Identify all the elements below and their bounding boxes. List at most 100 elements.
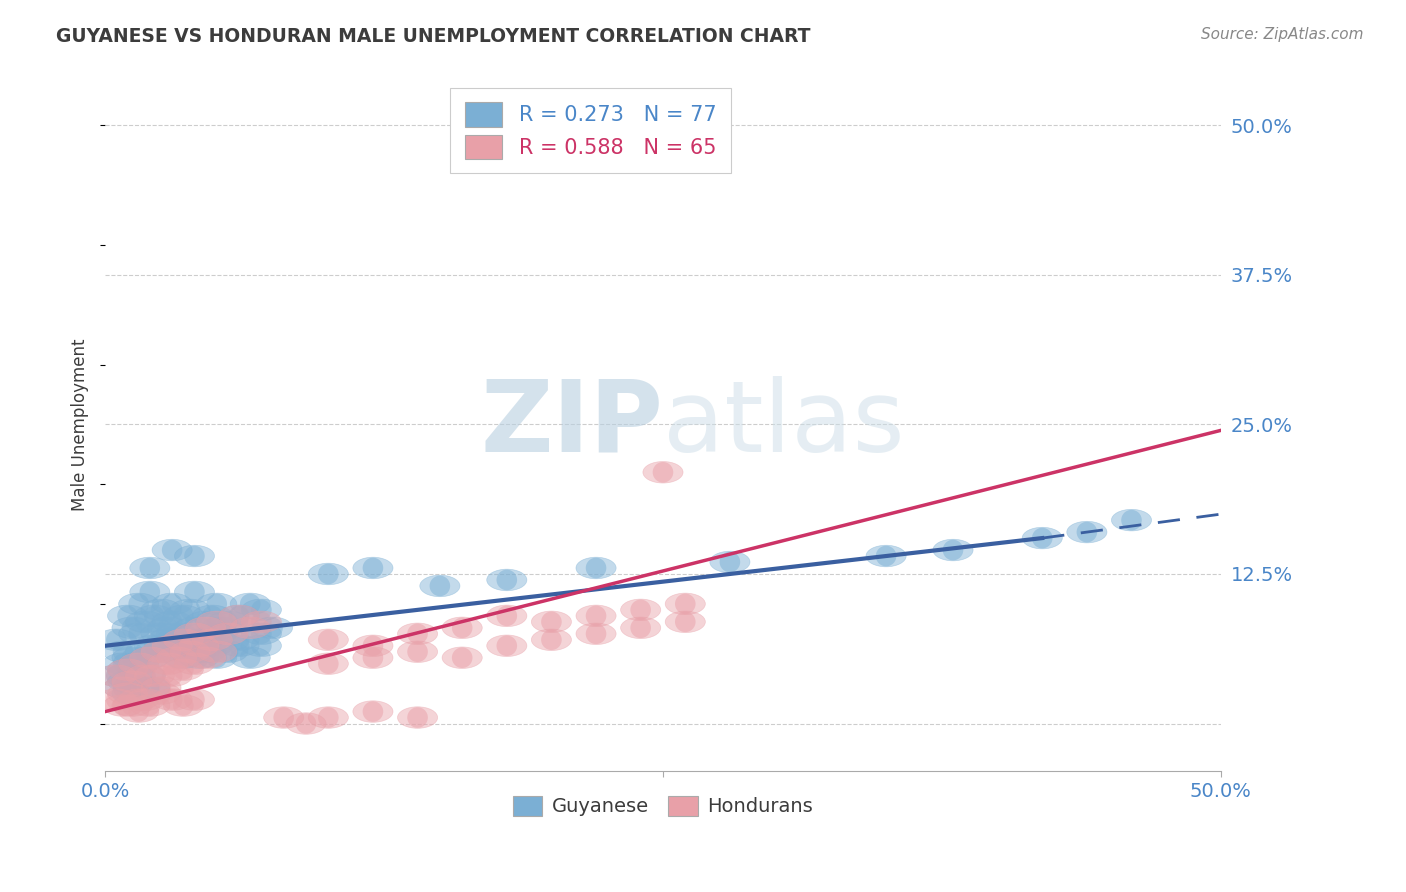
Ellipse shape xyxy=(141,641,181,663)
Text: atlas: atlas xyxy=(664,376,904,473)
Ellipse shape xyxy=(103,677,143,698)
Ellipse shape xyxy=(1022,527,1063,549)
Point xyxy=(205,615,228,629)
Point xyxy=(121,687,143,701)
Point xyxy=(585,561,607,575)
Ellipse shape xyxy=(197,593,236,615)
Point xyxy=(187,639,209,653)
Point xyxy=(117,663,139,677)
Ellipse shape xyxy=(134,635,174,657)
Ellipse shape xyxy=(398,641,437,663)
Ellipse shape xyxy=(197,623,236,645)
Point xyxy=(495,573,517,587)
Ellipse shape xyxy=(152,635,193,657)
Ellipse shape xyxy=(152,593,193,615)
Ellipse shape xyxy=(125,665,166,687)
Point xyxy=(139,681,162,695)
Point xyxy=(160,597,183,611)
Ellipse shape xyxy=(201,617,242,639)
Point xyxy=(361,561,384,575)
Point xyxy=(250,627,273,641)
Point xyxy=(150,645,173,659)
Ellipse shape xyxy=(231,593,270,615)
Ellipse shape xyxy=(174,617,215,639)
Point xyxy=(250,639,273,653)
Point xyxy=(150,627,173,641)
Ellipse shape xyxy=(620,599,661,621)
Point xyxy=(361,639,384,653)
Point xyxy=(183,657,205,671)
Ellipse shape xyxy=(308,653,349,674)
Point xyxy=(121,698,143,713)
Ellipse shape xyxy=(148,629,188,650)
Ellipse shape xyxy=(125,641,166,663)
Point xyxy=(134,615,156,629)
Ellipse shape xyxy=(179,647,219,668)
Point xyxy=(112,698,135,713)
Ellipse shape xyxy=(174,635,215,657)
Ellipse shape xyxy=(219,605,259,626)
Point xyxy=(112,681,135,695)
Ellipse shape xyxy=(163,635,204,657)
Ellipse shape xyxy=(163,695,204,716)
Point xyxy=(194,621,217,635)
Point xyxy=(179,645,201,659)
Ellipse shape xyxy=(308,706,349,728)
Ellipse shape xyxy=(197,611,236,632)
Ellipse shape xyxy=(96,629,136,650)
Point xyxy=(228,608,250,623)
Point xyxy=(361,705,384,719)
Ellipse shape xyxy=(1067,521,1107,543)
Ellipse shape xyxy=(208,623,247,645)
Point xyxy=(250,603,273,617)
Point xyxy=(172,639,194,653)
Ellipse shape xyxy=(197,647,236,668)
Point xyxy=(429,579,451,593)
Ellipse shape xyxy=(219,635,259,657)
Point xyxy=(209,621,232,635)
Ellipse shape xyxy=(107,659,148,681)
Point xyxy=(201,608,224,623)
Point xyxy=(228,632,250,647)
Ellipse shape xyxy=(170,641,209,663)
Ellipse shape xyxy=(174,653,215,674)
Point xyxy=(179,603,201,617)
Ellipse shape xyxy=(118,677,159,698)
Point xyxy=(718,555,741,569)
Ellipse shape xyxy=(186,647,226,668)
Ellipse shape xyxy=(576,558,616,579)
Ellipse shape xyxy=(125,665,166,687)
Point xyxy=(166,632,188,647)
Point xyxy=(217,627,239,641)
Ellipse shape xyxy=(186,635,226,657)
Point xyxy=(134,645,156,659)
Ellipse shape xyxy=(193,635,232,657)
Ellipse shape xyxy=(129,647,170,668)
Point xyxy=(117,674,139,689)
Ellipse shape xyxy=(152,611,193,632)
Ellipse shape xyxy=(134,605,174,626)
Ellipse shape xyxy=(219,605,259,626)
Point xyxy=(172,698,194,713)
Point xyxy=(128,705,150,719)
Point xyxy=(105,692,128,706)
Point xyxy=(139,698,162,713)
Ellipse shape xyxy=(308,563,349,585)
Point xyxy=(239,650,262,665)
Point xyxy=(406,645,429,659)
Point xyxy=(205,627,228,641)
Ellipse shape xyxy=(148,617,188,639)
Point xyxy=(134,668,156,682)
Point xyxy=(406,710,429,724)
Point xyxy=(117,663,139,677)
Point xyxy=(495,608,517,623)
Point xyxy=(105,632,128,647)
Legend: Guyanese, Hondurans: Guyanese, Hondurans xyxy=(505,788,821,824)
Ellipse shape xyxy=(643,461,683,483)
Point xyxy=(630,603,652,617)
Ellipse shape xyxy=(186,611,226,632)
Ellipse shape xyxy=(129,582,170,603)
Point xyxy=(585,627,607,641)
Ellipse shape xyxy=(103,677,143,698)
Ellipse shape xyxy=(125,689,166,710)
